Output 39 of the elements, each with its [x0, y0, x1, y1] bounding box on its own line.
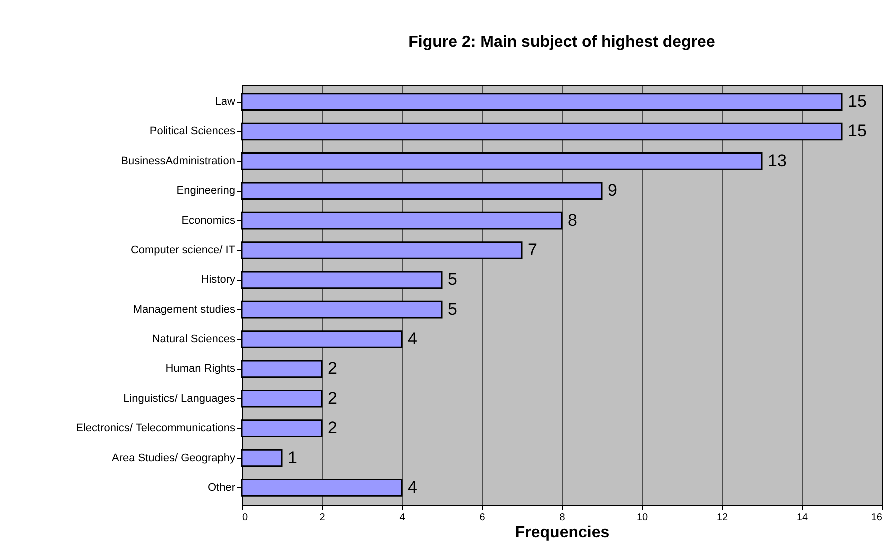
data-label: 8 — [568, 210, 578, 230]
y-tick-label: Other — [208, 482, 236, 494]
x-tick-label: 4 — [400, 512, 406, 524]
y-tick-label: Human Rights — [166, 363, 236, 376]
y-tick-label: Law — [215, 96, 236, 108]
y-tick-label: Economics — [182, 214, 236, 227]
data-label: 5 — [448, 270, 458, 290]
x-tick-label: 16 — [871, 512, 883, 524]
data-label: 1 — [288, 448, 298, 468]
data-label: 2 — [328, 418, 338, 438]
x-tick-label: 14 — [796, 512, 808, 524]
data-label: 5 — [448, 300, 458, 319]
data-label: 13 — [768, 151, 787, 170]
chart-title: Figure 2: Main subject of highest degree — [408, 34, 716, 51]
data-label: 15 — [848, 122, 867, 141]
x-tick-label: 0 — [242, 512, 248, 524]
data-label: 15 — [848, 92, 867, 112]
y-tick-label: Linguistics/ Languages — [124, 392, 236, 405]
y-tick-label: BusinessAdministration — [121, 155, 236, 168]
y-tick-label: Electronics/ Telecommunications — [76, 422, 236, 435]
data-label: 7 — [528, 240, 538, 260]
data-label: 4 — [408, 330, 418, 349]
data-label: 2 — [328, 359, 338, 378]
y-tick-label: Engineering — [176, 185, 236, 198]
x-tick-label: 8 — [560, 512, 566, 524]
x-tick-label: 6 — [480, 512, 486, 524]
data-label: 9 — [608, 181, 618, 200]
data-label: 2 — [328, 388, 338, 408]
x-tick-label: 10 — [636, 512, 648, 524]
y-tick-label: Management studies — [133, 304, 236, 316]
y-tick-label: Area Studies/ Geography — [112, 452, 236, 464]
x-tick-label: 12 — [716, 512, 728, 524]
y-tick-label: Political Sciences — [150, 126, 236, 138]
y-tick-label: History — [201, 274, 236, 286]
x-axis-title: Frequencies — [515, 524, 610, 542]
y-tick-label: Natural Sciences — [152, 334, 236, 346]
y-tick-label: Computer science/ IT — [130, 244, 236, 256]
x-tick-label: 2 — [320, 512, 326, 524]
data-label: 4 — [408, 478, 418, 497]
